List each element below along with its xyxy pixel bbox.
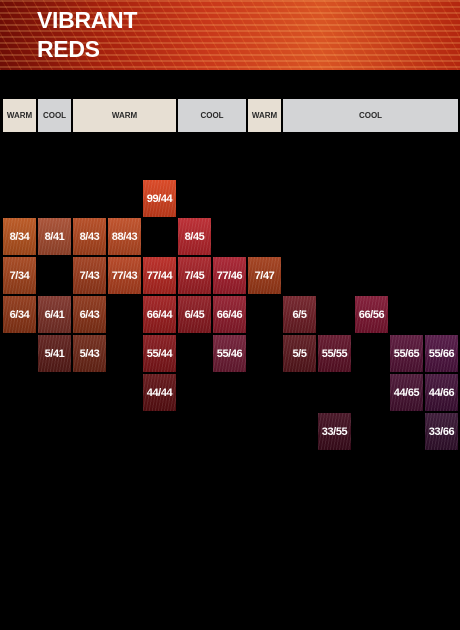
shade-swatch[interactable]: 7/34 bbox=[3, 257, 36, 294]
shade-swatch[interactable]: 6/34 bbox=[3, 296, 36, 333]
title-line-2: REDS bbox=[37, 36, 100, 62]
shade-swatch[interactable]: 77/43 bbox=[108, 257, 141, 294]
shade-swatch[interactable]: 77/46 bbox=[213, 257, 246, 294]
shade-swatch[interactable]: 5/43 bbox=[73, 335, 106, 372]
shade-swatch[interactable]: 8/43 bbox=[73, 218, 106, 255]
shade-swatch[interactable]: 77/44 bbox=[143, 257, 176, 294]
shade-swatch[interactable]: 7/43 bbox=[73, 257, 106, 294]
shade-swatch[interactable]: 55/44 bbox=[143, 335, 176, 372]
shade-swatch[interactable]: 7/45 bbox=[178, 257, 211, 294]
shade-swatch[interactable]: 55/46 bbox=[213, 335, 246, 372]
shade-swatch[interactable]: 66/56 bbox=[355, 296, 388, 333]
shade-swatch[interactable]: 33/55 bbox=[318, 413, 351, 450]
shade-swatch[interactable]: 6/5 bbox=[283, 296, 316, 333]
shade-swatch[interactable]: 44/66 bbox=[425, 374, 458, 411]
shade-swatch[interactable]: 99/44 bbox=[143, 180, 176, 217]
shade-swatch[interactable]: 55/55 bbox=[318, 335, 351, 372]
tone-header-warm: WARM bbox=[3, 99, 36, 132]
header-banner: VIBRANT REDS bbox=[0, 0, 460, 70]
tone-header-warm: WARM bbox=[73, 99, 176, 132]
shade-swatch[interactable]: 5/41 bbox=[38, 335, 71, 372]
title-line-1: VIBRANT bbox=[37, 7, 138, 33]
shade-swatch[interactable]: 6/43 bbox=[73, 296, 106, 333]
shade-swatch[interactable]: 8/41 bbox=[38, 218, 71, 255]
shade-swatch[interactable]: 6/45 bbox=[178, 296, 211, 333]
shade-swatch[interactable]: 8/45 bbox=[178, 218, 211, 255]
shade-swatch[interactable]: 7/47 bbox=[248, 257, 281, 294]
shade-swatch[interactable]: 33/66 bbox=[425, 413, 458, 450]
shade-swatch[interactable]: 5/5 bbox=[283, 335, 316, 372]
shade-swatch[interactable]: 44/65 bbox=[390, 374, 423, 411]
tone-header-cool: COOL bbox=[178, 99, 246, 132]
tone-header-cool: COOL bbox=[38, 99, 71, 132]
shade-swatch[interactable]: 8/34 bbox=[3, 218, 36, 255]
tone-header-warm: WARM bbox=[248, 99, 281, 132]
shade-swatch[interactable]: 66/46 bbox=[213, 296, 246, 333]
shade-swatch[interactable]: 6/41 bbox=[38, 296, 71, 333]
page-title: VIBRANT REDS bbox=[37, 6, 137, 64]
tone-header-cool: COOL bbox=[283, 99, 458, 132]
shade-swatch[interactable]: 55/65 bbox=[390, 335, 423, 372]
shade-swatch[interactable]: 55/66 bbox=[425, 335, 458, 372]
shade-swatch[interactable]: 66/44 bbox=[143, 296, 176, 333]
shade-swatch[interactable]: 44/44 bbox=[143, 374, 176, 411]
shade-swatch[interactable]: 88/43 bbox=[108, 218, 141, 255]
